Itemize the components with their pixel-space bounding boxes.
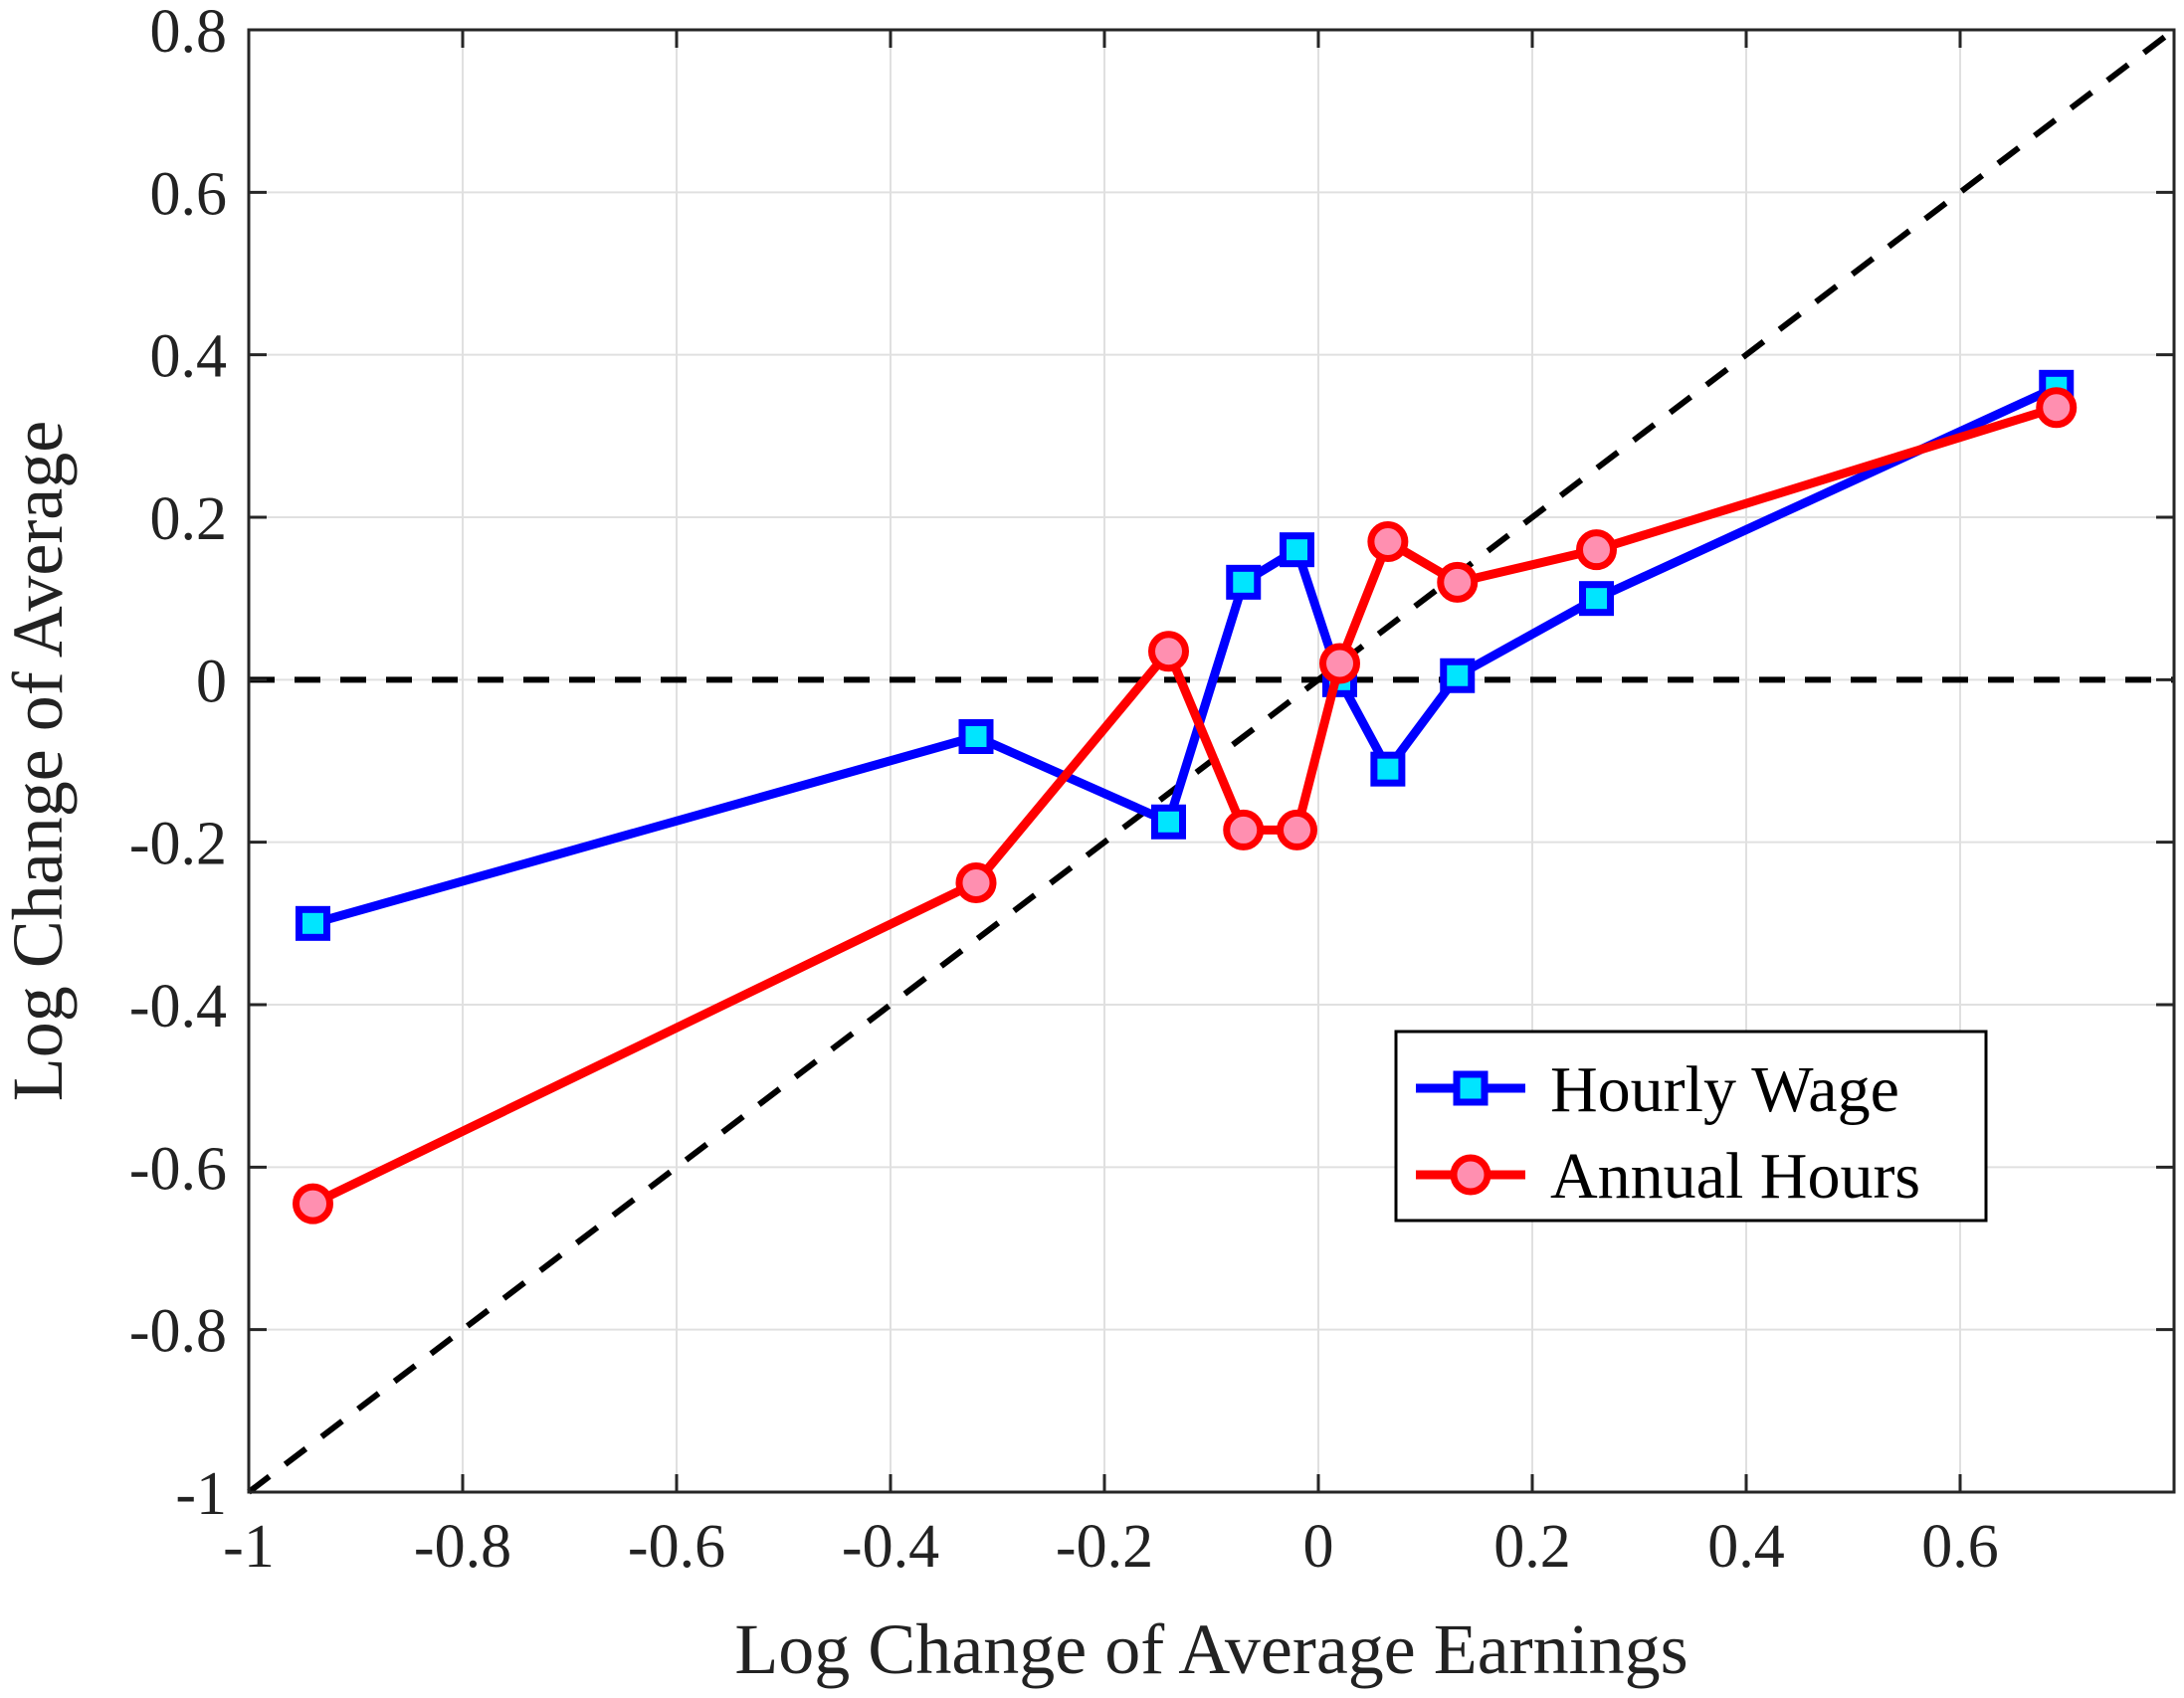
legend: Hourly Wage Annual Hours <box>1394 1030 1988 1223</box>
annual-hours-line <box>310 403 2059 1209</box>
x-tick-label: -0.8 <box>414 1513 511 1581</box>
grid <box>248 29 2174 1493</box>
series-annual-hours <box>293 387 2078 1225</box>
hourly-wage-point <box>1280 532 1314 568</box>
annual-hours-point <box>1223 809 1265 850</box>
legend-box <box>1394 1030 1988 1223</box>
annual-hours-point <box>1277 809 1317 850</box>
x-tick-label: -0.2 <box>1056 1513 1153 1581</box>
x-tick-label: 0.6 <box>1921 1513 1999 1581</box>
hourly-wage-point <box>1151 804 1186 840</box>
annual-hours-point <box>1367 521 1409 562</box>
y-tick-label: -0.8 <box>129 1298 227 1366</box>
hourly-wage-point <box>958 719 994 754</box>
x-axis-title: Log Change of Average Earnings <box>734 1609 1688 1689</box>
legend-marker-hourly-wage <box>1453 1070 1489 1106</box>
y-tick-label: 0 <box>196 648 227 715</box>
y-tick-label: 0.6 <box>150 160 228 228</box>
annual-hours-point <box>955 862 997 903</box>
y-tick-label: 0.8 <box>150 0 228 66</box>
y-tick-label: 0.4 <box>150 323 228 391</box>
hourly-wage-point <box>1370 751 1406 787</box>
tick-marks <box>247 28 2174 1494</box>
hourly-wage-point <box>1226 564 1262 600</box>
annual-hours-point <box>293 1183 333 1225</box>
x-tick-label: -0.6 <box>628 1513 725 1581</box>
annual-hours-point <box>2036 387 2078 429</box>
annual-hours-point <box>1319 643 1360 684</box>
legend-entry-hourly-wage: Hourly Wage <box>1416 1053 1899 1126</box>
hourly-wage-point <box>1440 658 1476 693</box>
plot-frame <box>247 28 2176 1494</box>
y-tick-label: -0.2 <box>129 811 227 878</box>
legend-label-annual-hours: Annual Hours <box>1550 1140 1920 1213</box>
x-tick-labels: -1 -0.8 -0.6 -0.4 -0.2 0 0.2 0.4 0.6 <box>223 1513 1999 1581</box>
hourly-wage-point <box>296 905 330 941</box>
legend-marker-annual-hours <box>1450 1154 1491 1196</box>
annual-hours-point <box>1148 631 1189 672</box>
y-axis-title: Log Change of Average <box>0 421 78 1101</box>
x-tick-label: -0.4 <box>842 1513 939 1581</box>
hourly-wage-line <box>311 383 2059 928</box>
legend-entry-annual-hours: Annual Hours <box>1416 1140 1920 1213</box>
y-tick-label: -1 <box>175 1460 227 1528</box>
series-hourly-wage <box>296 369 2075 941</box>
x-tick-label: 0.4 <box>1707 1513 1785 1581</box>
x-tick-label: 0 <box>1303 1513 1334 1581</box>
y-tick-labels: -1 -0.8 -0.6 -0.4 -0.2 0 0.2 0.4 0.6 0.8 <box>129 0 227 1528</box>
hourly-wage-point <box>1579 581 1614 617</box>
y-tick-label: 0.2 <box>150 485 228 553</box>
annual-hours-point <box>1437 561 1479 603</box>
legend-label-hourly-wage: Hourly Wage <box>1550 1053 1899 1126</box>
annual-hours-point <box>1576 529 1617 571</box>
x-tick-label: -1 <box>223 1513 275 1581</box>
y-tick-label: -0.6 <box>129 1135 227 1203</box>
x-tick-label: 0.2 <box>1493 1513 1571 1581</box>
y-tick-label: -0.4 <box>129 973 227 1040</box>
series-layer <box>293 369 2078 1225</box>
